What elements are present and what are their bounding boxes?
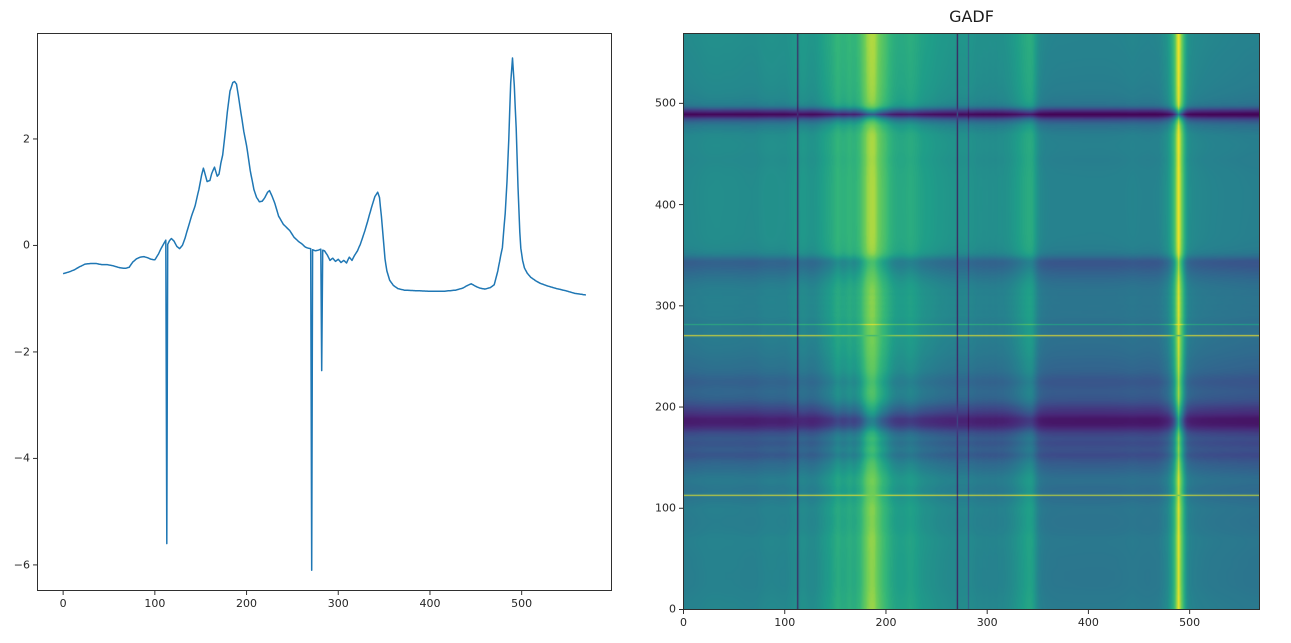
x-tick-label: 400 xyxy=(419,597,441,610)
y-tick-label: 2 xyxy=(23,132,30,146)
x-tick-label: 200 xyxy=(875,616,897,629)
y-tick-label: 200 xyxy=(655,400,676,414)
x-tick-label: 200 xyxy=(236,597,258,610)
axes-spines xyxy=(37,33,612,591)
y-tick-label: 400 xyxy=(655,198,676,212)
gadf-plot-title: GADF xyxy=(949,7,994,26)
y-tick-label: 500 xyxy=(655,96,676,110)
x-tick-label: 300 xyxy=(976,616,998,629)
x-tick-label: 300 xyxy=(327,597,349,610)
x-tick-label: 500 xyxy=(511,597,533,610)
y-tick-label: −2 xyxy=(13,345,30,359)
y-tick-label: 100 xyxy=(655,501,676,515)
x-tick-label: 500 xyxy=(1179,616,1201,629)
y-tick-label: 0 xyxy=(669,602,676,616)
gadf-heatmap-image xyxy=(683,33,1260,610)
y-tick-label: −4 xyxy=(13,451,30,465)
y-tick-label: −6 xyxy=(13,558,30,572)
x-tick-label: 100 xyxy=(774,616,796,629)
y-tick-label: 300 xyxy=(655,299,676,313)
x-tick-label: 0 xyxy=(680,616,687,629)
x-tick-label: 400 xyxy=(1077,616,1099,629)
heatmap-border xyxy=(683,33,1260,610)
x-tick-label: 100 xyxy=(144,597,166,610)
x-tick-label: 0 xyxy=(59,597,67,610)
y-tick-label: 0 xyxy=(23,238,30,252)
timeseries-line xyxy=(62,57,587,571)
